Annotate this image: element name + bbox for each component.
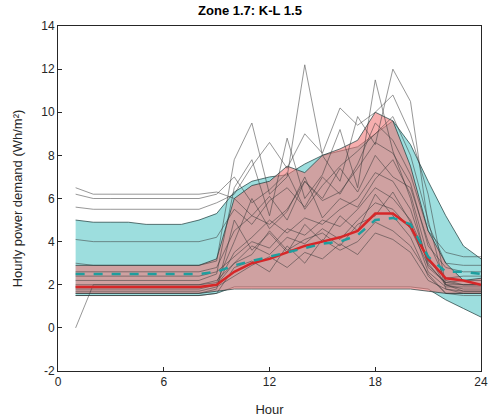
svg-text:14: 14 [41,19,55,33]
svg-text:Hourly power demand (Wh/m²): Hourly power demand (Wh/m²) [10,110,25,288]
svg-text:0: 0 [48,321,55,335]
svg-text:Zone 1.7: K-L 1.5: Zone 1.7: K-L 1.5 [198,3,302,18]
svg-text:-2: -2 [44,364,55,378]
svg-text:12: 12 [263,375,277,389]
svg-text:24: 24 [474,375,488,389]
svg-text:6: 6 [160,375,167,389]
svg-text:12: 12 [41,62,55,76]
svg-text:2: 2 [48,278,55,292]
svg-text:0: 0 [55,375,62,389]
svg-text:Hour: Hour [255,402,284,417]
svg-text:8: 8 [48,149,55,163]
svg-text:10: 10 [41,105,55,119]
svg-text:18: 18 [369,375,383,389]
svg-text:4: 4 [48,235,55,249]
svg-text:6: 6 [48,192,55,206]
